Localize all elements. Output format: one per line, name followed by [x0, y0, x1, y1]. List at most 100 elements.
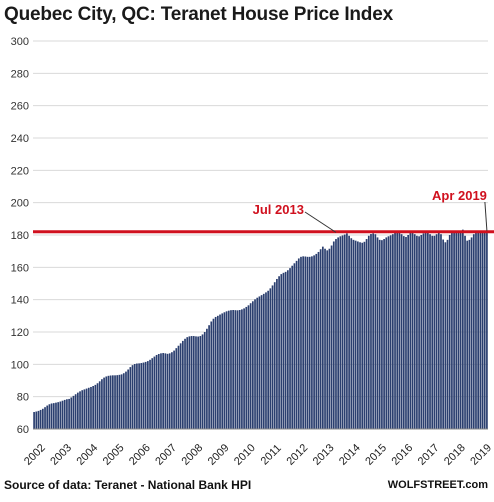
bar	[276, 278, 278, 429]
x-tick-label: 2015	[363, 442, 389, 468]
bar	[446, 239, 449, 429]
bar	[72, 395, 75, 429]
bar	[125, 371, 127, 429]
bar	[413, 234, 416, 429]
bar	[212, 318, 215, 429]
bar	[120, 374, 123, 429]
bar	[470, 237, 473, 429]
y-tick-label: 180	[11, 230, 29, 242]
bar	[433, 235, 436, 429]
bar	[243, 308, 245, 429]
x-tick-label: 2003	[48, 442, 74, 468]
bar	[361, 242, 364, 429]
bar	[420, 235, 423, 429]
x-tick-label: 2009	[206, 442, 232, 468]
bar	[317, 251, 320, 429]
bar	[407, 235, 410, 429]
bar	[302, 256, 305, 429]
bar	[376, 237, 379, 429]
bar	[251, 301, 254, 429]
bar	[225, 311, 228, 429]
bar	[354, 240, 357, 429]
bar	[107, 375, 110, 429]
bar	[116, 375, 119, 429]
x-tick-label: 2019	[468, 442, 494, 468]
bar	[475, 232, 477, 429]
bar	[166, 353, 169, 429]
bar	[46, 405, 49, 429]
bar	[76, 392, 79, 430]
bar	[422, 233, 425, 429]
bar	[87, 387, 90, 429]
bar	[221, 313, 224, 429]
bar	[486, 230, 488, 429]
bar	[367, 235, 370, 429]
bar	[479, 231, 482, 429]
x-axis-ticks: 2002 2003 2004 2005 2006 2007 2008 2009 2010 2011…	[22, 442, 494, 468]
annotation-label: Apr 2019	[432, 188, 487, 203]
bar	[146, 361, 149, 429]
annotation-label: Jul 2013	[253, 202, 304, 217]
bar	[435, 234, 438, 429]
bar	[81, 390, 84, 429]
bar	[291, 265, 294, 429]
bar	[197, 336, 200, 429]
reference-line-group: Jul 2013 Apr 2019	[33, 188, 494, 234]
x-tick-label: 2013	[311, 442, 337, 468]
bar	[459, 230, 462, 429]
bar	[122, 373, 125, 429]
bar	[402, 236, 405, 429]
bar	[160, 353, 162, 429]
bar	[411, 232, 414, 429]
y-tick-label: 100	[11, 359, 29, 371]
bar	[300, 256, 302, 429]
bar	[481, 232, 484, 429]
x-tick-label: 2007	[153, 442, 179, 468]
bar	[440, 234, 442, 429]
bar	[418, 236, 420, 429]
x-tick-label: 2005	[101, 442, 127, 468]
bar	[238, 310, 241, 429]
bar	[254, 299, 256, 429]
bar	[431, 235, 434, 429]
bar	[118, 374, 121, 429]
bar	[241, 309, 243, 429]
bar	[343, 234, 346, 429]
bar	[35, 411, 38, 429]
bar	[216, 315, 219, 429]
bar	[70, 397, 73, 429]
bar	[208, 325, 210, 429]
bar	[262, 293, 265, 429]
y-tick-label: 160	[11, 262, 29, 274]
bar	[48, 404, 51, 429]
bar	[466, 240, 469, 429]
bar	[464, 235, 466, 429]
bar	[50, 403, 53, 429]
bar	[326, 250, 329, 429]
bar	[37, 410, 40, 429]
bar	[92, 386, 95, 429]
bar	[162, 353, 165, 429]
bar	[210, 321, 213, 429]
y-tick-label: 300	[11, 36, 29, 48]
bar	[315, 253, 318, 429]
bar	[442, 239, 445, 429]
bar	[378, 239, 381, 429]
bar	[105, 376, 108, 429]
bar	[214, 316, 217, 429]
bar	[256, 297, 259, 429]
bar	[391, 234, 394, 429]
bar	[206, 328, 208, 429]
source-note: Source of data: Teranet - National Bank …	[4, 478, 252, 492]
bar	[359, 242, 361, 429]
bar	[155, 354, 158, 429]
bar	[389, 235, 392, 429]
bar	[346, 233, 348, 429]
annotation-leader	[484, 201, 488, 231]
bar	[33, 412, 35, 429]
bar	[374, 234, 377, 429]
bar	[278, 276, 280, 429]
bar	[101, 379, 103, 429]
bar	[267, 290, 270, 429]
bar	[426, 232, 429, 429]
